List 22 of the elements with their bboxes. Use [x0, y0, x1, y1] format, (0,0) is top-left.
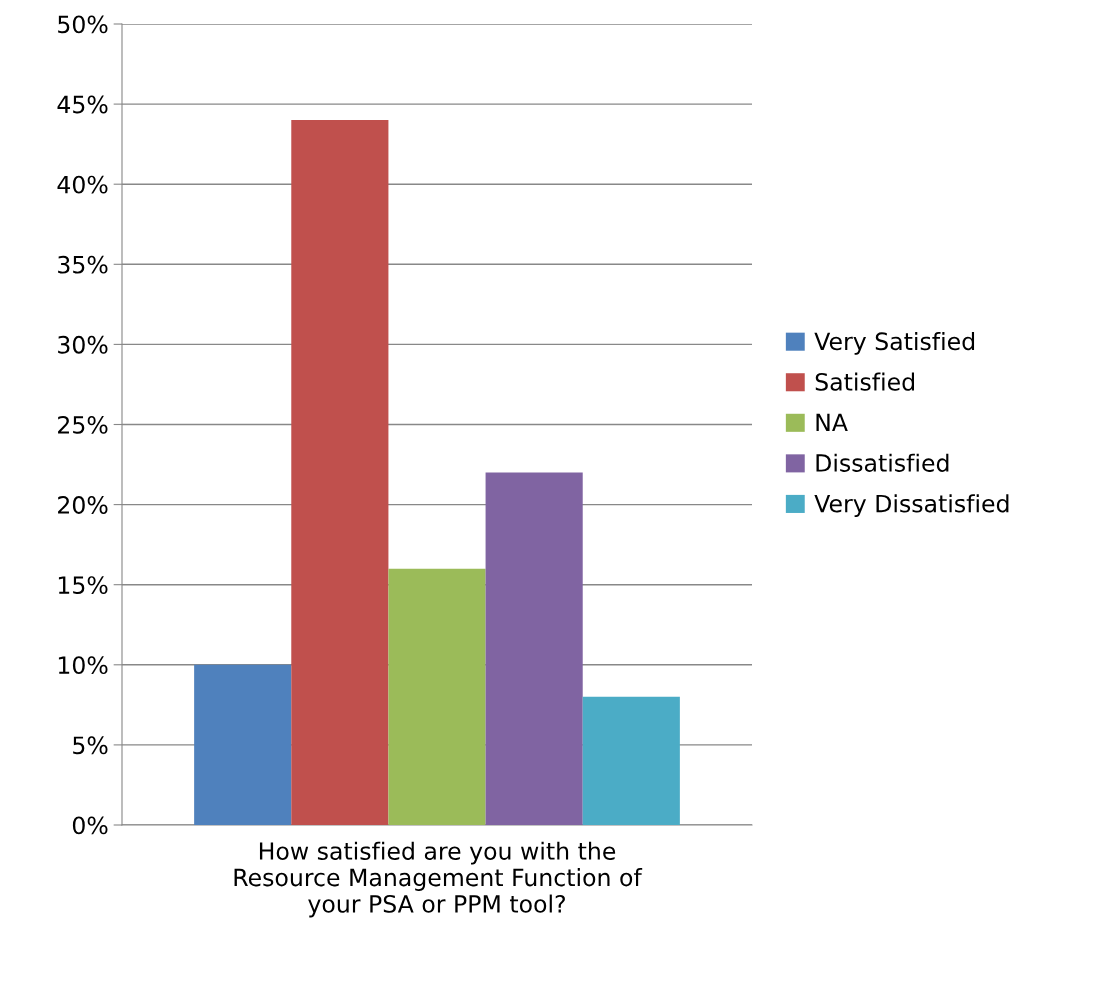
y-tick-label: 35%: [58, 255, 108, 274]
y-tick-label: 10%: [58, 656, 108, 675]
y-tick-label: 25%: [58, 415, 108, 434]
y-tick-label: 50%: [58, 15, 108, 34]
legend-label: Satisfied: [815, 372, 914, 391]
y-tick-label: 15%: [58, 576, 108, 595]
y-tick-label: 20%: [58, 496, 108, 514]
legend-label: Very Satisfied: [814, 331, 975, 355]
bar: [485, 472, 583, 825]
y-tick-label: 5%: [73, 736, 108, 755]
legend-label: NA: [816, 413, 848, 432]
y-tick-label: 30%: [58, 335, 108, 354]
y-tick-label: 40%: [57, 175, 108, 194]
bar: [388, 568, 486, 825]
y-tick-label: 0%: [72, 816, 108, 835]
y-tick-label: 45%: [57, 95, 108, 114]
bar: [291, 120, 389, 825]
legend-label: Dissatisfied: [816, 453, 949, 472]
bar: [194, 664, 292, 825]
legend-label: Very Dissatisfied: [814, 494, 1009, 518]
bar: [582, 696, 680, 825]
x-tick-label: How satisfied are you with the Resource Management Function of your PSA or PPM tool?: [234, 841, 643, 918]
